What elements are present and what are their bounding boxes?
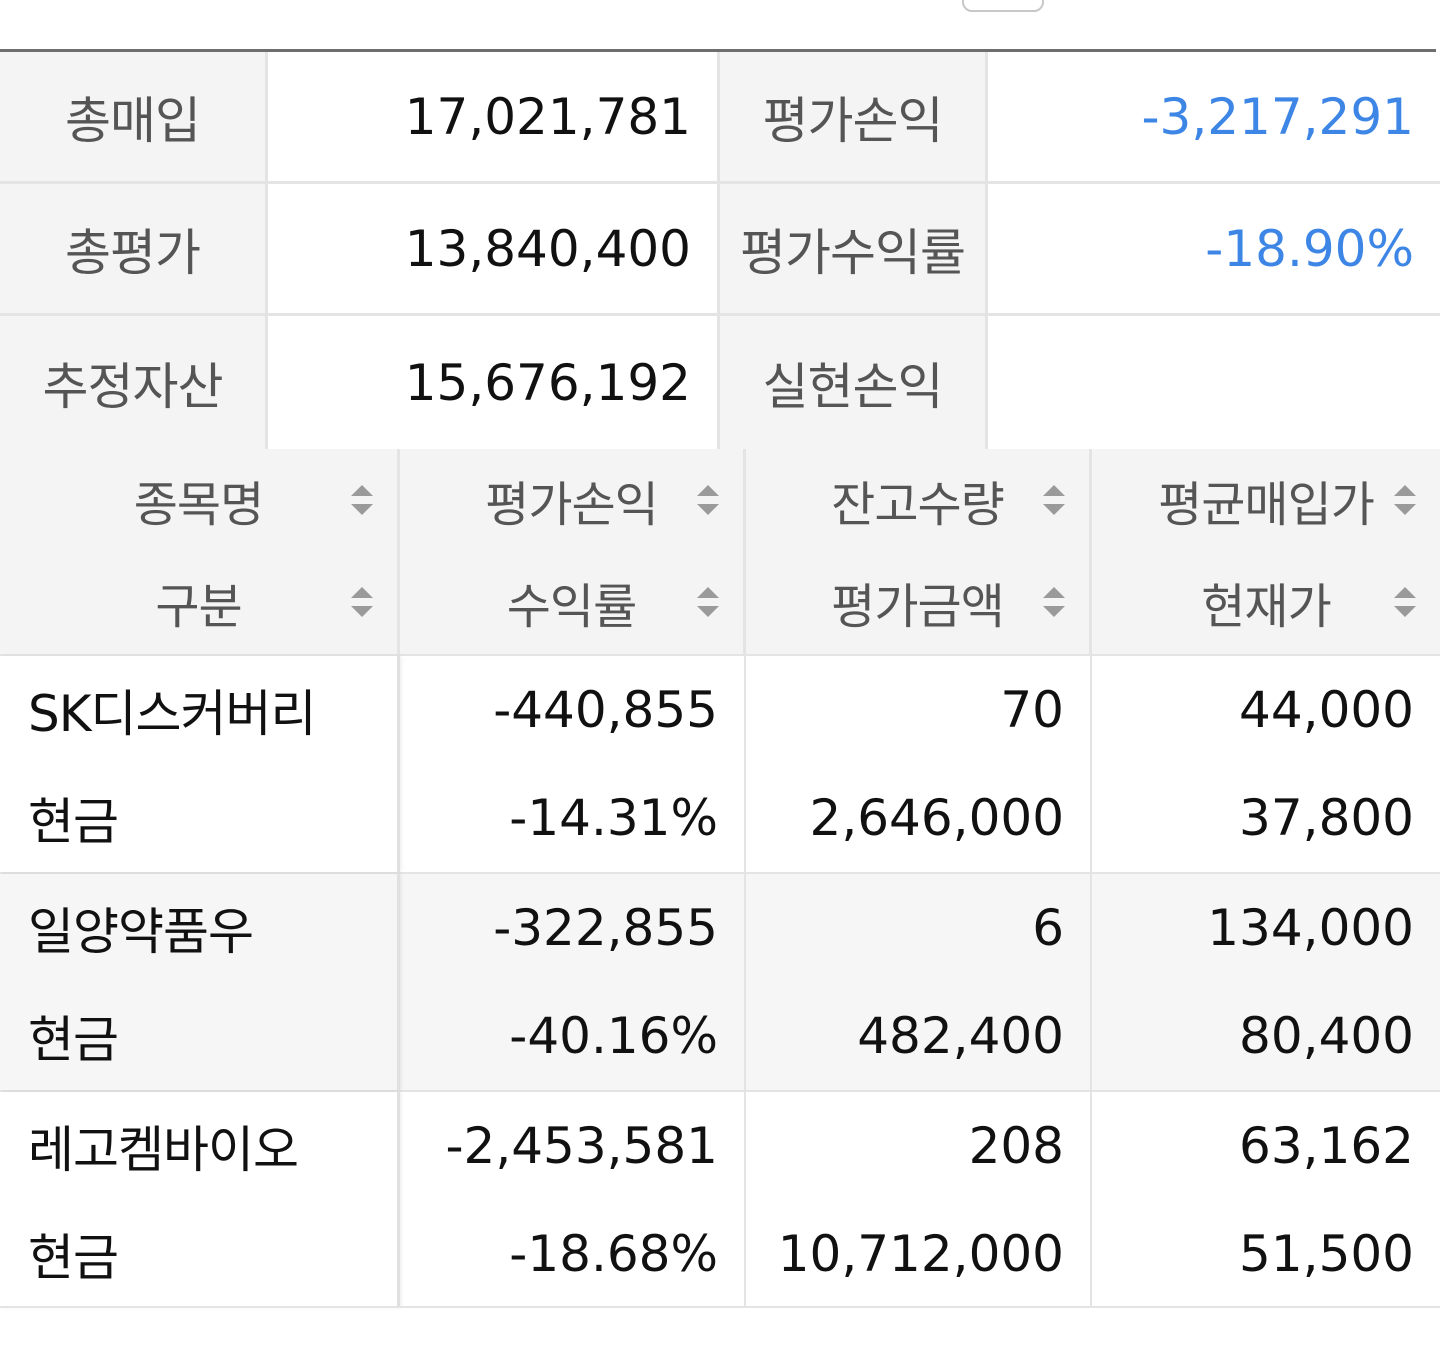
cell-name: 일양약품우 현금: [0, 874, 400, 1090]
estimated-assets-label: 추정자산: [0, 316, 268, 450]
header-col-pl: 평가손익 수익률: [400, 449, 746, 654]
sort-header-avg-price[interactable]: 평균매입가: [1092, 449, 1440, 551]
header-label: 현재가: [1201, 579, 1331, 635]
sort-header-stock-name[interactable]: 종목명: [0, 449, 397, 551]
header-col-name: 종목명 구분: [0, 449, 400, 654]
current-price: 51,500: [1239, 1225, 1414, 1283]
table-row[interactable]: 일양약품우 현금 -322,855 -40.16% 6 482,400 134,…: [0, 872, 1440, 1090]
eval-pl-label: 평가손익: [720, 52, 988, 181]
return-rate: -14.31%: [509, 789, 718, 847]
total-eval-label: 총평가: [0, 184, 268, 313]
table-row[interactable]: SK디스커버리 현금 -440,855 -14.31% 70 2,646,000…: [0, 654, 1440, 872]
quantity: 70: [1000, 681, 1064, 739]
header-col-price: 평균매입가 현재가: [1092, 449, 1440, 654]
eval-pl-value: -3,217,291: [988, 52, 1440, 181]
avg-price: 63,162: [1239, 1117, 1414, 1175]
sort-updown-icon: [351, 587, 373, 617]
cell-price: 134,000 80,400: [1092, 874, 1440, 1090]
header-label: 구분: [155, 579, 242, 635]
header-label: 잔고수량: [831, 477, 1005, 533]
cell-qty: 208 10,712,000: [746, 1092, 1092, 1308]
summary-row: 총평가 13,840,400 평가수익률 -18.90%: [0, 184, 1440, 316]
account-summary-table: 총매입 17,021,781 평가손익 -3,217,291 총평가 13,84…: [0, 52, 1440, 450]
sort-updown-icon: [697, 485, 719, 515]
current-price: 80,400: [1239, 1007, 1414, 1065]
header-label: 평가금액: [831, 579, 1005, 635]
total-eval-value: 13,840,400: [268, 184, 720, 313]
eval-pl: -322,855: [493, 899, 718, 957]
eval-amount: 10,712,000: [777, 1225, 1064, 1283]
sort-header-eval-pl[interactable]: 평가손익: [400, 449, 743, 551]
header-label: 평가손익: [485, 477, 659, 533]
holdings-table-body: SK디스커버리 현금 -440,855 -14.31% 70 2,646,000…: [0, 654, 1440, 1308]
return-rate: -40.16%: [509, 1007, 718, 1065]
avg-price: 44,000: [1239, 681, 1414, 739]
cell-pl: -2,453,581 -18.68%: [400, 1092, 746, 1308]
eval-pl: -2,453,581: [445, 1117, 718, 1175]
sort-updown-icon: [697, 587, 719, 617]
summary-row: 총매입 17,021,781 평가손익 -3,217,291: [0, 52, 1440, 184]
header-label: 수익률: [506, 579, 637, 635]
sort-updown-icon: [351, 485, 373, 515]
cell-qty: 6 482,400: [746, 874, 1092, 1090]
sort-header-current-price[interactable]: 현재가: [1092, 551, 1440, 653]
table-bottom-divider: [0, 1306, 1440, 1308]
stock-name[interactable]: 일양약품우: [28, 903, 254, 961]
sort-updown-icon: [1043, 485, 1065, 515]
table-row[interactable]: 레고켐바이오 현금 -2,453,581 -18.68% 208 10,712,…: [0, 1090, 1440, 1308]
section-divider: [0, 49, 1436, 52]
eval-amount: 482,400: [857, 1007, 1064, 1065]
eval-return-label: 평가수익률: [720, 184, 988, 313]
eval-amount: 2,646,000: [809, 789, 1064, 847]
avg-price: 134,000: [1207, 899, 1414, 957]
top-tab-button[interactable]: [962, 0, 1044, 12]
header-col-qty: 잔고수량 평가금액: [746, 449, 1092, 654]
summary-row: 추정자산 15,676,192 실현손익: [0, 316, 1440, 450]
cell-pl: -440,855 -14.31%: [400, 656, 746, 872]
sort-updown-icon: [1394, 485, 1416, 515]
total-purchase-value: 17,021,781: [268, 52, 720, 181]
header-label: 종목명: [133, 477, 264, 533]
holdings-table-header: 종목명 구분 평가손익 수익률 잔고수량 평가금액: [0, 449, 1440, 654]
sort-header-type[interactable]: 구분: [0, 551, 397, 653]
header-label: 평균매입가: [1158, 477, 1375, 533]
sort-header-eval-amount[interactable]: 평가금액: [746, 551, 1089, 653]
account-type: 현금: [28, 1229, 119, 1287]
eval-return-value: -18.90%: [988, 184, 1440, 313]
sort-header-quantity[interactable]: 잔고수량: [746, 449, 1089, 551]
cell-qty: 70 2,646,000: [746, 656, 1092, 872]
sort-updown-icon: [1394, 587, 1416, 617]
realized-pl-label: 실현손익: [720, 316, 988, 450]
stock-name[interactable]: SK디스커버리: [28, 685, 317, 743]
account-type: 현금: [28, 1011, 119, 1069]
sort-updown-icon: [1043, 587, 1065, 617]
cell-price: 63,162 51,500: [1092, 1092, 1440, 1308]
quantity: 208: [968, 1117, 1064, 1175]
eval-pl: -440,855: [493, 681, 718, 739]
cell-price: 44,000 37,800: [1092, 656, 1440, 872]
stock-name[interactable]: 레고켐바이오: [28, 1121, 299, 1179]
estimated-assets-value: 15,676,192: [268, 316, 720, 450]
cell-name: SK디스커버리 현금: [0, 656, 400, 872]
account-type: 현금: [28, 793, 119, 851]
current-price: 37,800: [1239, 789, 1414, 847]
sort-header-return-rate[interactable]: 수익률: [400, 551, 743, 653]
cell-name: 레고켐바이오 현금: [0, 1092, 400, 1308]
quantity: 6: [1032, 899, 1064, 957]
return-rate: -18.68%: [509, 1225, 718, 1283]
total-purchase-label: 총매입: [0, 52, 268, 181]
cell-pl: -322,855 -40.16%: [400, 874, 746, 1090]
realized-pl-value: [988, 316, 1440, 450]
